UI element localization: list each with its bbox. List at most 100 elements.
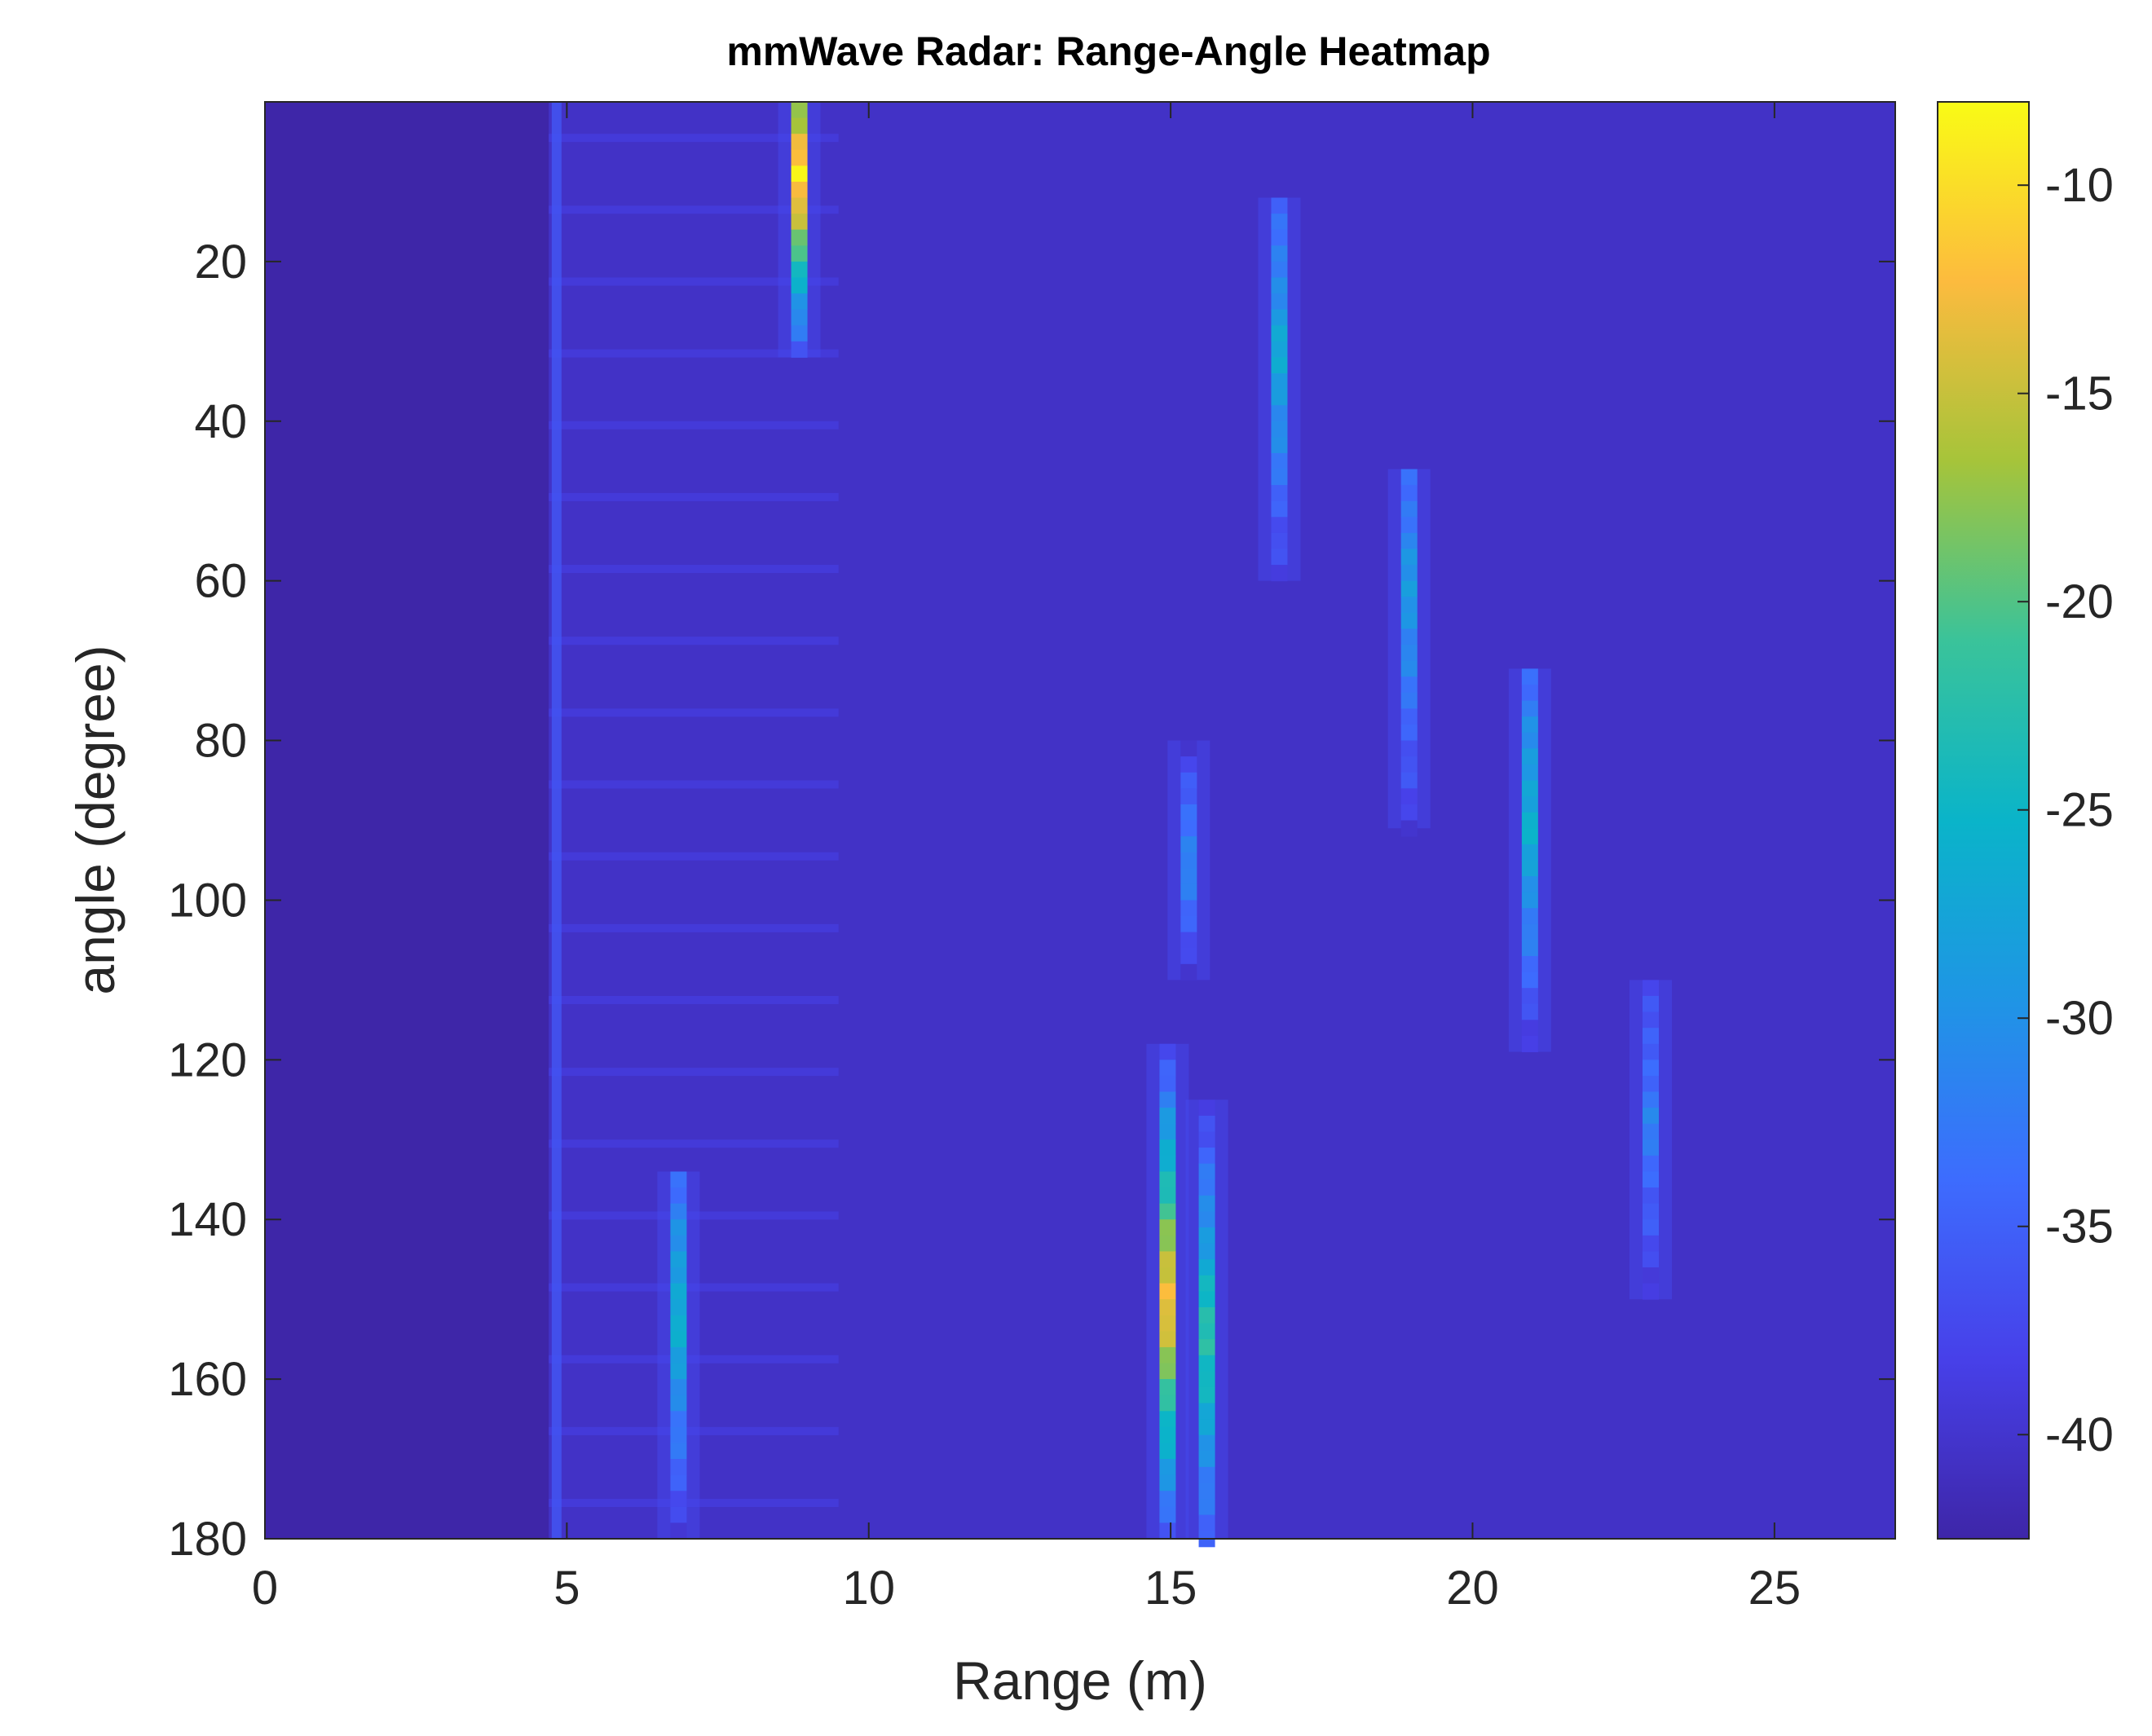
heatmap-hotspot	[1629, 980, 1672, 1300]
heatmap-cell	[670, 1395, 687, 1412]
heatmap-cell	[1643, 1043, 1659, 1060]
heatmap-cell	[791, 341, 808, 358]
heatmap-cell	[1159, 1091, 1176, 1108]
heatmap-cell	[1271, 405, 1288, 422]
heatmap-cell	[1159, 1219, 1176, 1236]
heatmap-cell	[1643, 1267, 1659, 1284]
heatmap-cell	[670, 1299, 687, 1316]
heatmap-cell	[791, 309, 808, 326]
heatmap-cell	[1643, 1235, 1659, 1252]
heatmap-cell	[791, 277, 808, 294]
heatmap-cell	[1159, 1363, 1176, 1380]
heatmap-cell	[1643, 1091, 1659, 1108]
heatmap-cell	[791, 229, 808, 246]
heatmap-cell	[1198, 1419, 1215, 1436]
heatmap-ridge	[549, 1283, 839, 1292]
colorbar	[1937, 101, 2030, 1540]
heatmap-ridge	[549, 1355, 839, 1364]
colorbar-axis: -10 -15 -20 -25 -30 -35 -40	[2018, 159, 2114, 1461]
heatmap-cell	[1159, 1506, 1176, 1523]
heatmap-cell	[1159, 1459, 1176, 1476]
heatmap-cell	[1400, 708, 1418, 725]
heatmap-cell	[1400, 597, 1418, 614]
heatmap-ridge	[549, 708, 839, 717]
heatmap-cell	[1159, 1203, 1176, 1220]
heatmap-cell	[1159, 1251, 1176, 1268]
heatmap-cell	[1271, 532, 1288, 549]
heatmap-cell	[1198, 1131, 1215, 1148]
colorbar-tick-label: -35	[2045, 1201, 2114, 1254]
chart-title: mmWave Radar: Range-Angle Heatmap	[726, 29, 1490, 74]
heatmap-cell	[1180, 963, 1197, 980]
x-tick-label: 0	[252, 1562, 278, 1615]
heatmap-cell	[1521, 812, 1538, 829]
heatmap-cell	[670, 1522, 687, 1540]
colorbar-tick-label: -10	[2045, 159, 2114, 212]
heatmap-cell	[1521, 684, 1538, 702]
x-tick-label: 10	[842, 1562, 895, 1615]
heatmap-cell	[670, 1506, 687, 1523]
y-tick-label: 60	[194, 555, 247, 608]
heatmap-cell	[1198, 1386, 1215, 1403]
heatmap-cell	[1521, 828, 1538, 845]
x-tick-label: 20	[1446, 1562, 1499, 1615]
heatmap-cell	[791, 214, 808, 231]
heatmap-cell	[1198, 1306, 1215, 1324]
heatmap-cell	[1400, 612, 1418, 629]
colorbar-tick-label: -15	[2045, 368, 2114, 421]
x-tick-label: 25	[1748, 1562, 1801, 1615]
heatmap-cell	[791, 149, 808, 166]
x-tick-label: 5	[553, 1562, 580, 1615]
colorbar-tick-label: -25	[2045, 784, 2114, 837]
heatmap-cell	[1198, 1451, 1215, 1468]
heatmap-cell	[1400, 532, 1418, 549]
heatmap-cell	[1180, 820, 1197, 837]
heatmap-cell	[1271, 389, 1288, 406]
y-tick-label: 40	[194, 395, 247, 448]
heatmap-cell	[1400, 676, 1418, 694]
heatmap-cell	[1271, 452, 1288, 470]
y-tick-label: 160	[168, 1353, 247, 1406]
heatmap-cell	[1271, 517, 1288, 534]
heatmap-cell	[1159, 1139, 1176, 1157]
heatmap-cell	[1271, 469, 1288, 486]
heatmap-cell	[1180, 836, 1197, 853]
heatmap-hotspot	[1146, 1043, 1189, 1540]
heatmap-cell	[1271, 293, 1288, 311]
heatmap-cell	[1521, 748, 1538, 765]
heatmap-cell	[670, 1411, 687, 1428]
heatmap-cell	[670, 1459, 687, 1476]
heatmap-edge-streak	[551, 102, 562, 1539]
heatmap-cell	[1271, 261, 1288, 278]
heatmap-cell	[1198, 1434, 1215, 1452]
heatmap-ridge	[549, 134, 839, 143]
y-tick-label: 140	[168, 1193, 247, 1246]
heatmap-cell	[1521, 716, 1538, 734]
heatmap-cell	[670, 1203, 687, 1220]
heatmap-cell	[1198, 1323, 1215, 1340]
heatmap-cell	[1400, 788, 1418, 805]
heatmap-cell	[791, 117, 808, 134]
heatmap-cell	[1521, 668, 1538, 685]
heatmap-cell	[1400, 692, 1418, 709]
heatmap-cell	[670, 1235, 687, 1252]
heatmap-cell	[1159, 1443, 1176, 1460]
heatmap-cell	[791, 102, 808, 119]
heatmap-cell	[1643, 1283, 1659, 1300]
heatmap-cell	[1180, 868, 1197, 885]
heatmap-cell	[1180, 948, 1197, 965]
heatmap-cell	[1271, 357, 1288, 374]
heatmap-cell	[1521, 844, 1538, 861]
heatmap-cell	[1198, 1514, 1215, 1531]
heatmap-cell	[1159, 1315, 1176, 1332]
heatmap-cell	[1159, 1108, 1176, 1125]
heatmap-hotspot	[657, 1171, 700, 1540]
heatmap-cell	[1521, 940, 1538, 957]
heatmap-cell	[1159, 1283, 1176, 1300]
heatmap-ridge	[549, 205, 839, 214]
y-axis-label: angle (degree)	[65, 645, 126, 994]
heatmap-cell	[1271, 214, 1288, 231]
heatmap-cell	[1400, 804, 1418, 821]
heatmap-cell	[1198, 1371, 1215, 1388]
heatmap-cell	[1521, 796, 1538, 813]
